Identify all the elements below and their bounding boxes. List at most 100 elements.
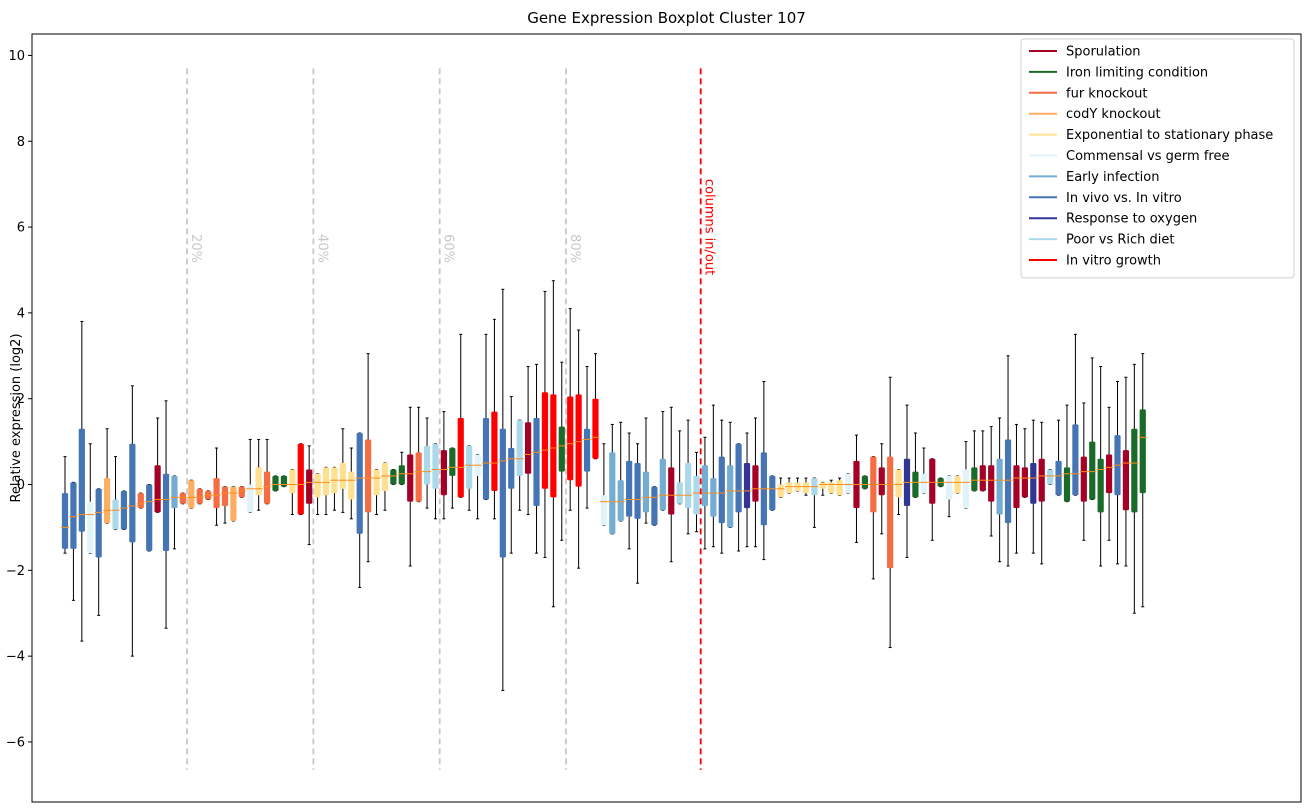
- box: [280, 475, 288, 487]
- box: [230, 486, 237, 521]
- box-group: [1062, 404, 1072, 503]
- box: [676, 482, 683, 504]
- box-group: [1046, 468, 1055, 486]
- box: [398, 465, 405, 485]
- legend-label: Exponential to stationary phase: [1066, 128, 1273, 143]
- box-group: [894, 468, 903, 516]
- box: [752, 465, 759, 502]
- box-group: [827, 479, 836, 494]
- box-group: [726, 421, 735, 528]
- box: [129, 443, 136, 543]
- box: [920, 473, 927, 494]
- box: [247, 484, 254, 513]
- box: [1030, 463, 1037, 504]
- box-group: [658, 411, 667, 511]
- box: [626, 460, 633, 517]
- box: [1131, 428, 1138, 513]
- box: [1063, 467, 1071, 502]
- box-group: [338, 428, 347, 513]
- box-group: [625, 432, 634, 550]
- box-group: [178, 492, 187, 505]
- box: [592, 398, 599, 459]
- box-group: [515, 419, 524, 511]
- box: [1038, 458, 1045, 502]
- box-group: [136, 492, 145, 509]
- box-group: [641, 417, 651, 524]
- box-group: [869, 456, 878, 580]
- legend-label: Response to oxygen: [1066, 212, 1197, 227]
- box-group: [161, 400, 171, 629]
- box-group: [1071, 333, 1080, 496]
- box-group: [582, 366, 592, 509]
- legend-item: In vivo vs. In vitro: [1029, 191, 1182, 206]
- box-group: [692, 451, 701, 533]
- box-group: [667, 406, 676, 563]
- y-axis: −6 −4 −2 0 2 4 6 8 10: [6, 49, 32, 750]
- box: [87, 501, 94, 554]
- box: [1047, 469, 1054, 485]
- box: [929, 458, 936, 504]
- box: [971, 467, 978, 491]
- box: [575, 394, 582, 487]
- box: [659, 458, 666, 511]
- box: [962, 469, 970, 509]
- box-group: [279, 475, 289, 488]
- box: [449, 448, 456, 476]
- box: [1097, 458, 1104, 513]
- box: [1004, 439, 1012, 524]
- box-group: [119, 490, 129, 531]
- box-group: [296, 443, 305, 516]
- legend-label: fur knockout: [1066, 86, 1148, 101]
- box: [1089, 441, 1096, 500]
- box: [836, 480, 843, 496]
- box-group: [616, 421, 625, 522]
- box-group: [852, 434, 861, 543]
- box-group: [170, 475, 179, 550]
- box-group: [507, 396, 516, 554]
- box: [769, 475, 776, 511]
- split-label: columns in/out: [702, 179, 717, 275]
- box-group: [1054, 419, 1063, 496]
- box-group: [978, 430, 987, 492]
- box: [533, 418, 540, 506]
- box-group: [1121, 376, 1131, 567]
- box: [373, 469, 380, 496]
- box-group: [843, 473, 853, 494]
- box-group: [153, 417, 162, 513]
- box: [322, 467, 330, 496]
- box: [297, 443, 304, 515]
- box-group: [204, 490, 213, 501]
- box: [365, 439, 372, 513]
- percentile-label: 40%: [314, 234, 329, 263]
- box: [541, 392, 549, 489]
- y-tick-label: −4: [6, 650, 25, 665]
- reference-lines: 20% 40% 60% 80% columns in/out: [186, 68, 717, 770]
- box-group: [1104, 406, 1114, 541]
- box: [348, 471, 355, 500]
- box: [289, 469, 296, 494]
- box-group: [1012, 423, 1021, 554]
- plot-frame: [31, 33, 1302, 803]
- box: [819, 482, 826, 489]
- box: [390, 469, 397, 485]
- plot-marks: [60, 280, 1147, 691]
- box: [457, 418, 464, 498]
- box-group: [961, 441, 971, 509]
- box: [979, 465, 986, 491]
- legend-label: codY knockout: [1066, 107, 1161, 122]
- box: [844, 473, 852, 494]
- box-group: [271, 475, 280, 492]
- box-group: [768, 475, 777, 511]
- box-group: [945, 475, 954, 518]
- box-group: [313, 473, 322, 516]
- box-group: [389, 468, 398, 486]
- box: [1072, 424, 1079, 496]
- box: [895, 469, 902, 498]
- legend-label: Early infection: [1066, 170, 1159, 185]
- legend: Sporulation Iron limiting condition fur kn…: [1020, 38, 1295, 279]
- box: [777, 484, 784, 498]
- box: [1080, 456, 1087, 502]
- box-group: [94, 488, 103, 616]
